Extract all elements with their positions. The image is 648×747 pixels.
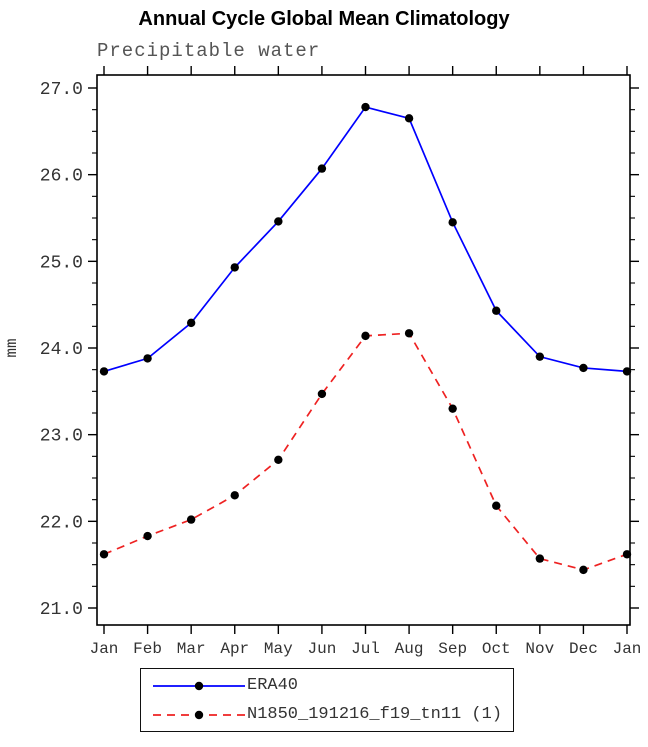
svg-text:Apr: Apr [220, 640, 249, 658]
svg-text:Mar: Mar [177, 640, 206, 658]
svg-text:27.0: 27.0 [40, 80, 83, 100]
svg-text:Jul: Jul [351, 640, 380, 658]
y-axis-label: mm [3, 338, 21, 357]
legend: ERA40 N1850_191216_f19_tn11 (1) [140, 668, 514, 732]
svg-text:Sep: Sep [438, 640, 467, 658]
chart-subtitle: Precipitable water [97, 40, 321, 62]
svg-text:21.0: 21.0 [40, 600, 83, 620]
svg-text:Jun: Jun [308, 640, 337, 658]
svg-text:May: May [264, 640, 293, 658]
era40-line-swatch [153, 681, 245, 690]
svg-text:Nov: Nov [525, 640, 554, 658]
legend-item-n1850: N1850_191216_f19_tn11 (1) [141, 700, 513, 729]
svg-text:Feb: Feb [133, 640, 162, 658]
axes: 21.0 22.0 23.0 24.0 25.0 26.0 27.0 Jan Feb Mar Apr… [3, 66, 641, 658]
svg-text:23.0: 23.0 [40, 427, 83, 447]
legend-label-n1850: N1850_191216_f19_tn11 (1) [247, 705, 503, 724]
legend-label-era40: ERA40 [247, 676, 299, 695]
chart-title: Annual Cycle Global Mean Climatology [138, 8, 510, 30]
svg-text:Oct: Oct [482, 640, 511, 658]
legend-item-era40: ERA40 [141, 671, 513, 700]
svg-text:26.0: 26.0 [40, 167, 83, 187]
svg-text:Dec: Dec [569, 640, 598, 658]
n1850-line-swatch [153, 710, 245, 719]
series-1 [99, 329, 632, 575]
svg-text:22.0: 22.0 [40, 513, 83, 533]
series-0 [99, 102, 632, 376]
svg-text:25.0: 25.0 [40, 253, 83, 273]
svg-text:Jan: Jan [613, 640, 642, 658]
svg-text:Aug: Aug [395, 640, 424, 658]
svg-text:24.0: 24.0 [40, 340, 83, 360]
svg-text:Jan: Jan [90, 640, 119, 658]
